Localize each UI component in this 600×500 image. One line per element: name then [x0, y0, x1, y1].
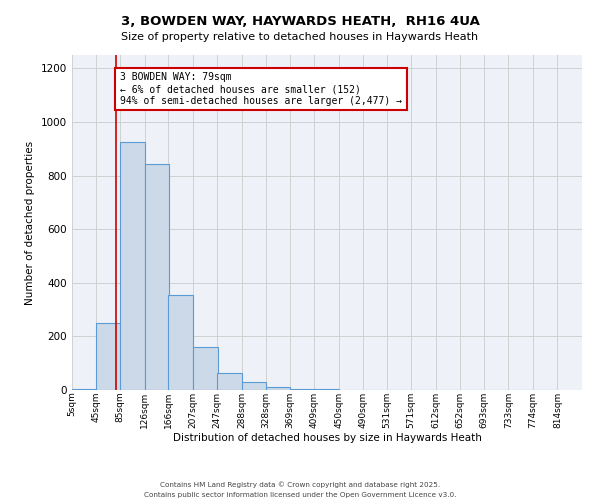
Bar — [96, 323, 121, 390]
Y-axis label: Number of detached properties: Number of detached properties — [25, 140, 35, 304]
Text: Size of property relative to detached houses in Haywards Heath: Size of property relative to detached ho… — [121, 32, 479, 42]
Text: 3 BOWDEN WAY: 79sqm
← 6% of detached houses are smaller (152)
94% of semi-detach: 3 BOWDEN WAY: 79sqm ← 6% of detached hou… — [120, 72, 402, 106]
Bar — [217, 373, 242, 390]
Bar — [145, 164, 169, 390]
Bar — [72, 388, 97, 390]
Bar — [266, 388, 290, 390]
X-axis label: Distribution of detached houses by size in Haywards Heath: Distribution of detached houses by size … — [173, 434, 481, 444]
Bar — [290, 388, 315, 390]
Text: 3, BOWDEN WAY, HAYWARDS HEATH,  RH16 4UA: 3, BOWDEN WAY, HAYWARDS HEATH, RH16 4UA — [121, 15, 479, 28]
Bar — [120, 142, 145, 390]
Bar — [169, 295, 193, 390]
Text: Contains HM Land Registry data © Crown copyright and database right 2025.
Contai: Contains HM Land Registry data © Crown c… — [144, 482, 456, 498]
Bar — [242, 382, 266, 390]
Bar — [193, 347, 218, 390]
